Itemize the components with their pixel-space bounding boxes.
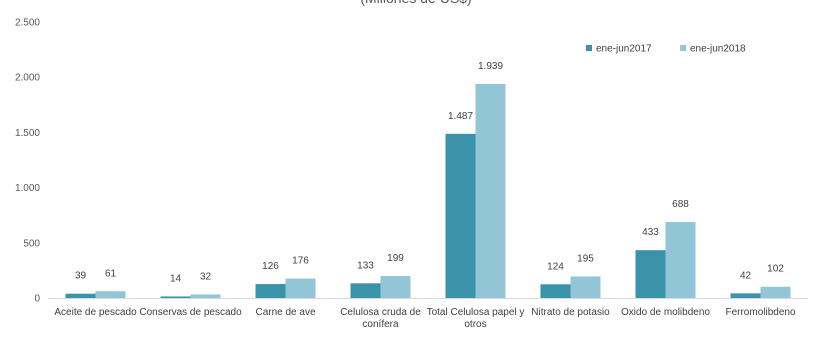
category-label: Aceite de pescado (54, 307, 137, 318)
chart-subtitle: (Millones de US$) (360, 0, 471, 6)
bar-2018 (570, 276, 601, 298)
category-label: otros (464, 319, 486, 330)
y-tick-label: 1.000 (15, 183, 40, 194)
category-label: Conservas de pescado (139, 307, 242, 318)
bar-2017 (65, 293, 96, 298)
bar-2018 (475, 83, 506, 298)
bar-2017 (255, 284, 286, 298)
data-label: 124 (547, 261, 564, 272)
data-label: 39 (75, 271, 87, 282)
bar-2017 (350, 283, 381, 298)
data-label: 688 (672, 199, 689, 210)
data-label: 61 (105, 268, 117, 279)
data-label: 42 (740, 270, 752, 281)
y-tick-label: 2.500 (15, 18, 40, 29)
data-label: 1.487 (448, 111, 473, 122)
legend-swatch (680, 45, 686, 51)
data-label: 133 (357, 260, 374, 271)
data-label: 1.939 (478, 61, 503, 72)
bar-2017 (730, 293, 761, 298)
bar-2018 (190, 294, 221, 298)
y-tick-label: 1.500 (15, 128, 40, 139)
category-label: Ferromolibdeno (725, 307, 795, 318)
legend-label: ene-jun2017 (596, 44, 652, 55)
legend-swatch (586, 45, 592, 51)
category-label: Celulosa cruda de (340, 307, 421, 318)
data-label: 199 (387, 253, 404, 264)
data-label: 126 (262, 261, 279, 272)
bar-2017 (445, 133, 476, 298)
y-tick-label: 2.000 (15, 73, 40, 84)
data-label: 32 (200, 271, 212, 282)
category-label: Total Celulosa papel y (427, 307, 525, 318)
category-label: Nitrato de potasio (531, 307, 610, 318)
data-label: 176 (292, 256, 309, 267)
category-label: conífera (362, 319, 399, 330)
bar-2018 (95, 291, 126, 298)
category-label: Carne de ave (255, 307, 315, 318)
bar-2018 (380, 276, 411, 298)
bar-2017 (160, 296, 191, 298)
category-label: Oxido de molibdeno (621, 307, 710, 318)
bar-2017 (635, 250, 666, 298)
y-tick-label: 500 (23, 238, 40, 249)
bar-2018 (665, 222, 696, 298)
data-label: 195 (577, 253, 594, 264)
bar-2018 (285, 278, 316, 298)
legend-label: ene-jun2018 (690, 44, 746, 55)
data-label: 433 (642, 227, 659, 238)
y-tick-label: 0 (34, 294, 40, 305)
data-label: 14 (170, 273, 182, 284)
data-label: 102 (767, 264, 784, 275)
bar-2018 (760, 286, 791, 298)
bar-2017 (540, 284, 571, 298)
